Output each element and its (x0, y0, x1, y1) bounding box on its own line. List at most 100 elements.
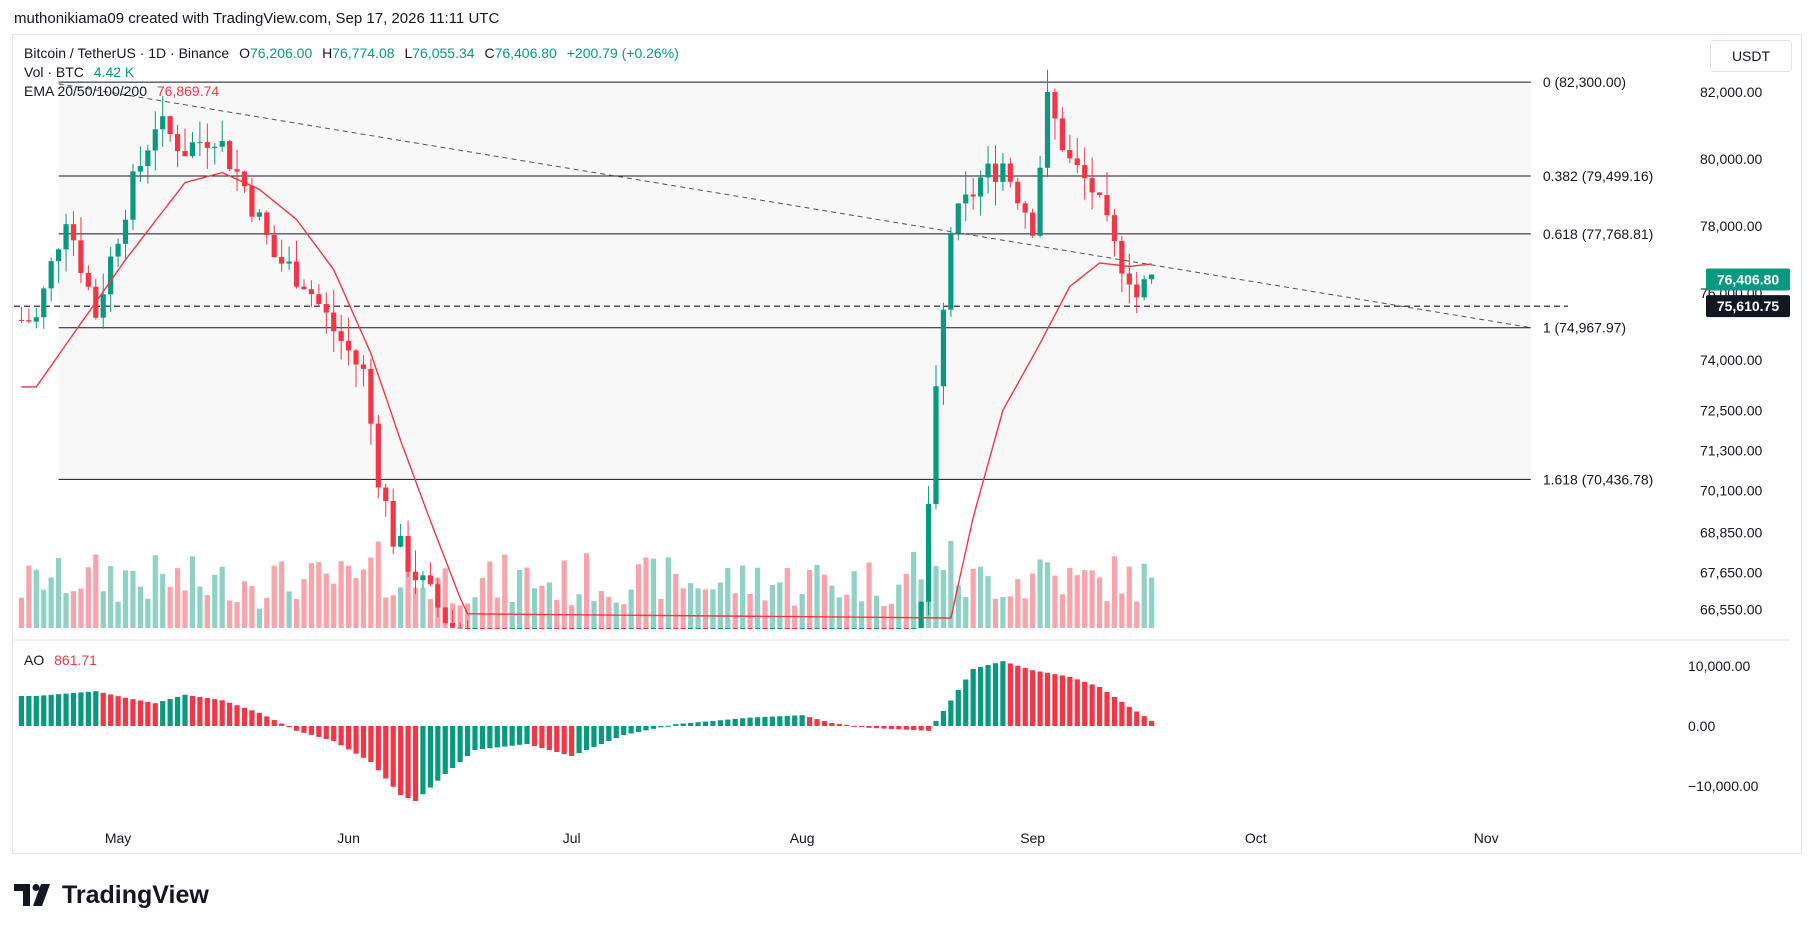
candle-body[interactable] (249, 186, 255, 217)
candle-body[interactable] (569, 628, 575, 629)
candle-body[interactable] (799, 628, 805, 629)
candle-body[interactable] (167, 116, 173, 135)
candle-body[interactable] (814, 628, 820, 629)
candle-body[interactable] (836, 628, 842, 629)
candle-body[interactable] (234, 169, 240, 172)
candle-body[interactable] (546, 628, 552, 629)
candle-body[interactable] (903, 628, 909, 629)
candle-body[interactable] (152, 129, 158, 151)
candle-body[interactable] (643, 628, 649, 629)
candle-body[interactable] (717, 628, 723, 629)
candle-body[interactable] (137, 166, 144, 172)
candle-body[interactable] (502, 628, 508, 629)
ema-line[interactable] (21, 171, 1152, 619)
candle-body[interactable] (821, 628, 828, 629)
candle-body[interactable] (896, 628, 902, 629)
candle-body[interactable] (1022, 203, 1028, 213)
candle-body[interactable] (658, 628, 664, 629)
candle-body[interactable] (1052, 92, 1058, 119)
trend-line[interactable] (58, 83, 1531, 329)
ao-label[interactable]: AO (24, 652, 45, 668)
candle-body[interactable] (279, 256, 285, 264)
candle-body[interactable] (390, 500, 396, 547)
candle-body[interactable] (41, 288, 47, 318)
candle-body[interactable] (613, 628, 619, 629)
candle-body[interactable] (331, 312, 337, 332)
candle-body[interactable] (219, 140, 225, 147)
candle-body[interactable] (992, 163, 999, 182)
candle-body[interactable] (1089, 178, 1095, 193)
candle-body[interactable] (33, 317, 39, 322)
candle-body[interactable] (1030, 212, 1036, 236)
candle-body[interactable] (970, 194, 976, 197)
candle-body[interactable] (398, 536, 404, 547)
candle-body[interactable] (1059, 118, 1065, 151)
candle-body[interactable] (108, 256, 114, 295)
candle-body[interactable] (1082, 165, 1088, 179)
candle-body[interactable] (145, 150, 151, 167)
candle-body[interactable] (1007, 163, 1013, 182)
candle-body[interactable] (70, 224, 77, 241)
candle-body[interactable] (174, 134, 181, 152)
candle-body[interactable] (628, 628, 634, 629)
candle-body[interactable] (918, 601, 924, 628)
candle-body[interactable] (524, 628, 530, 629)
candle-body[interactable] (531, 628, 538, 629)
candle-body[interactable] (189, 142, 196, 157)
candle-body[interactable] (948, 232, 954, 310)
ema-label[interactable]: EMA 20/50/100/200 (24, 83, 147, 99)
candle-body[interactable] (792, 628, 798, 629)
candle-body[interactable] (316, 294, 322, 305)
candle-body[interactable] (405, 536, 411, 572)
candle-body[interactable] (271, 234, 277, 257)
candle-body[interactable] (933, 386, 939, 504)
candle-body[interactable] (457, 627, 463, 629)
candle-body[interactable] (754, 628, 761, 629)
candle-body[interactable] (286, 261, 292, 264)
candle-body[interactable] (710, 628, 716, 629)
candle-body[interactable] (494, 628, 500, 629)
candle-body[interactable] (561, 628, 567, 629)
candle-body[interactable] (732, 628, 738, 629)
candle-body[interactable] (479, 628, 486, 629)
candle-body[interactable] (197, 142, 203, 144)
candle-body[interactable] (360, 364, 367, 369)
candle-body[interactable] (866, 628, 872, 629)
candle-body[interactable] (844, 628, 850, 629)
candle-body[interactable] (338, 331, 344, 341)
candle-body[interactable] (688, 628, 694, 629)
candle-body[interactable] (680, 628, 686, 629)
candle-body[interactable] (598, 628, 604, 629)
candle-body[interactable] (26, 320, 32, 322)
candle-body[interactable] (1141, 279, 1147, 298)
candle-body[interactable] (1126, 273, 1132, 285)
candle-body[interactable] (241, 171, 248, 187)
candle-body[interactable] (955, 203, 961, 233)
candle-body[interactable] (487, 628, 493, 629)
candle-body[interactable] (293, 261, 300, 287)
candle-body[interactable] (963, 194, 969, 204)
candle-body[interactable] (576, 628, 582, 629)
candle-body[interactable] (665, 628, 671, 629)
candle-body[interactable] (115, 243, 121, 257)
candle-body[interactable] (353, 350, 359, 365)
candle-body[interactable] (256, 212, 262, 217)
candle-body[interactable] (78, 240, 84, 273)
candle-body[interactable] (1000, 163, 1006, 182)
candle-body[interactable] (160, 116, 166, 130)
candle-body[interactable] (851, 628, 857, 629)
candle-body[interactable] (420, 575, 426, 581)
candle-body[interactable] (85, 272, 91, 287)
candle-body[interactable] (859, 628, 865, 629)
candle-body[interactable] (1111, 215, 1118, 241)
candle-body[interactable] (368, 368, 374, 424)
currency-button[interactable]: USDT (1710, 40, 1792, 72)
candle-body[interactable] (725, 628, 731, 629)
candle-body[interactable] (517, 628, 523, 629)
candle-body[interactable] (621, 628, 627, 629)
tradingview-logo[interactable]: TradingView (14, 880, 209, 910)
candle-body[interactable] (412, 571, 419, 581)
chart-frame[interactable] (12, 34, 1802, 854)
candle-body[interactable] (345, 340, 352, 351)
